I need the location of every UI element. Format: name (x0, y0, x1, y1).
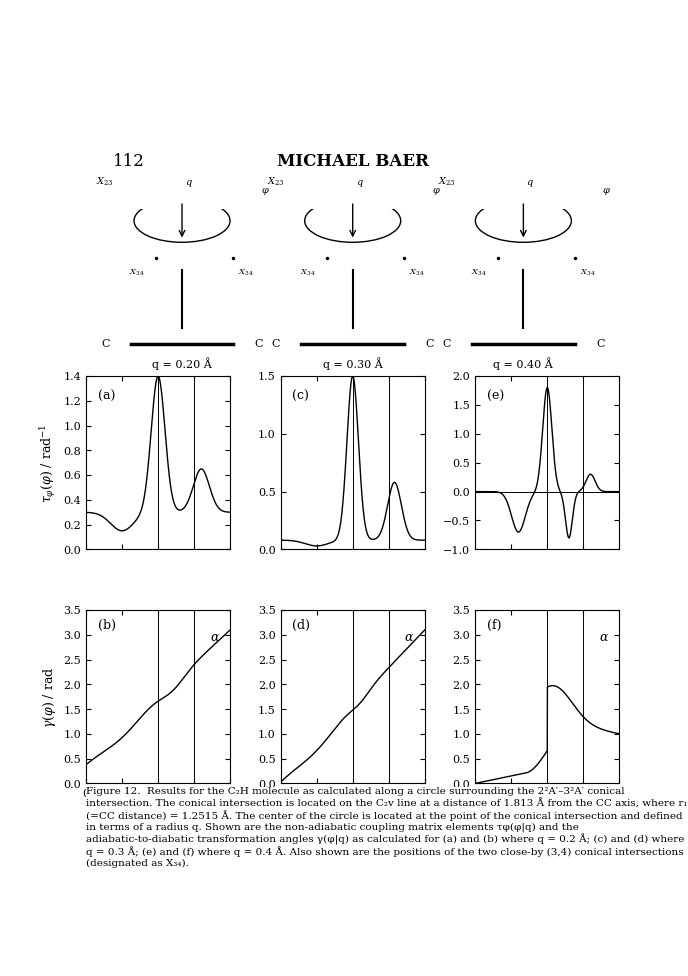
Text: C: C (442, 340, 451, 349)
Text: $X_{34}$: $X_{34}$ (409, 268, 424, 278)
Text: q: q (356, 178, 362, 186)
Text: C: C (255, 340, 263, 349)
Text: $X_{34}$: $X_{34}$ (300, 268, 316, 278)
Text: $\alpha$: $\alpha$ (599, 631, 609, 644)
Text: C: C (425, 340, 433, 349)
Text: $X_{34}$: $X_{34}$ (238, 268, 254, 278)
Text: $\alpha$: $\alpha$ (405, 631, 415, 644)
Text: $\varphi$: $\varphi$ (431, 186, 440, 197)
Y-axis label: $\tau_\varphi(\varphi)$ / rad$^{-1}$: $\tau_\varphi(\varphi)$ / rad$^{-1}$ (38, 424, 58, 503)
Text: q: q (526, 178, 533, 186)
Text: q: q (185, 178, 191, 186)
Text: $X_{23}$: $X_{23}$ (96, 176, 114, 188)
Text: C: C (101, 340, 109, 349)
Text: (a): (a) (98, 390, 115, 403)
Text: 112: 112 (113, 153, 144, 170)
Text: q = 0.40 Å: q = 0.40 Å (493, 357, 553, 370)
Text: $X_{34}$: $X_{34}$ (471, 268, 486, 278)
Text: C: C (596, 340, 604, 349)
X-axis label: φ / rad: φ / rad (332, 804, 374, 817)
Text: $X_{23}$: $X_{23}$ (267, 176, 285, 188)
Text: Figure 12.  Results for the C₂H molecule as calculated along a circle surroundin: Figure 12. Results for the C₂H molecule … (86, 788, 687, 868)
Text: q = 0.30 Å: q = 0.30 Å (323, 357, 383, 370)
Text: (d): (d) (292, 619, 310, 631)
Text: $\alpha$: $\alpha$ (210, 631, 220, 644)
Text: $X_{23}$: $X_{23}$ (438, 176, 455, 188)
Text: (e): (e) (486, 390, 504, 403)
X-axis label: φ / rad: φ / rad (526, 804, 568, 817)
Text: $X_{34}$: $X_{34}$ (579, 268, 595, 278)
Text: MICHAEL BAER: MICHAEL BAER (277, 153, 429, 170)
Text: C: C (272, 340, 280, 349)
Text: (b): (b) (98, 619, 116, 631)
Text: $X_{34}$: $X_{34}$ (129, 268, 145, 278)
Text: (c): (c) (292, 390, 309, 403)
Text: $\varphi$: $\varphi$ (602, 186, 611, 197)
Y-axis label: $\gamma(\varphi)$ / rad: $\gamma(\varphi)$ / rad (41, 667, 58, 727)
Text: q = 0.20 Å: q = 0.20 Å (152, 357, 212, 370)
X-axis label: φ / rad: φ / rad (137, 804, 180, 817)
Text: $\varphi$: $\varphi$ (261, 186, 270, 197)
Text: (f): (f) (486, 619, 501, 631)
